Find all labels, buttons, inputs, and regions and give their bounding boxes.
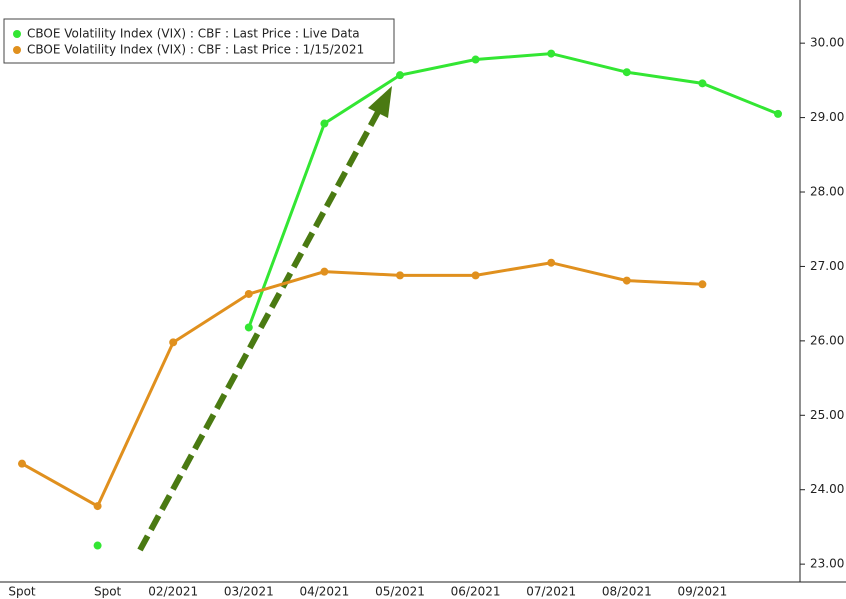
y-tick-label: 25.00 <box>810 408 844 422</box>
data-point <box>547 49 556 58</box>
data-point <box>547 258 556 267</box>
series-line <box>21 261 703 509</box>
data-point <box>471 271 480 280</box>
x-tick-label: 09/2021 <box>677 585 727 599</box>
x-tick-label: 06/2021 <box>451 585 501 599</box>
x-tick-label: 04/2021 <box>299 585 349 599</box>
data-point <box>320 119 329 128</box>
y-tick-label: 27.00 <box>810 259 844 273</box>
data-point <box>169 338 178 347</box>
legend-marker <box>13 30 21 38</box>
y-tick-label: 26.00 <box>810 333 844 347</box>
y-tick-label: 23.00 <box>810 557 844 571</box>
data-point <box>471 55 480 64</box>
y-tick-label: 29.00 <box>810 110 844 124</box>
data-point <box>698 280 707 289</box>
data-point <box>396 71 404 80</box>
data-point <box>622 276 631 285</box>
data-point <box>244 289 253 298</box>
data-point <box>698 79 707 88</box>
x-tick-label: Spot <box>8 585 36 599</box>
legend: CBOE Volatility Index (VIX) : CBF : Last… <box>3 18 395 64</box>
series-line <box>247 52 779 328</box>
y-tick-label: 30.00 <box>810 36 844 50</box>
x-tick-label: 08/2021 <box>602 585 652 599</box>
y-tick-label: 28.00 <box>810 185 844 199</box>
data-point <box>93 502 102 511</box>
data-point <box>320 267 329 276</box>
x-tick-label: 03/2021 <box>224 585 274 599</box>
x-tick-label: 05/2021 <box>375 585 425 599</box>
data-point <box>396 271 404 280</box>
x-tick-label: 07/2021 <box>526 585 576 599</box>
x-tick-label: 02/2021 <box>148 585 198 599</box>
y-tick-label: 24.00 <box>810 482 844 496</box>
data-point <box>18 459 26 468</box>
legend-marker <box>13 46 21 54</box>
data-point <box>93 541 102 550</box>
arrow-shaft <box>137 110 381 552</box>
arrow-head <box>368 86 392 118</box>
x-tick-label: Spot <box>94 585 122 599</box>
data-point <box>774 109 782 118</box>
data-point <box>244 323 253 332</box>
legend-label: CBOE Volatility Index (VIX) : CBF : Last… <box>27 27 360 41</box>
legend-label: CBOE Volatility Index (VIX) : CBF : Last… <box>27 43 364 57</box>
trend-arrow <box>137 86 392 552</box>
legend-box <box>3 18 395 64</box>
data-point <box>622 68 631 77</box>
